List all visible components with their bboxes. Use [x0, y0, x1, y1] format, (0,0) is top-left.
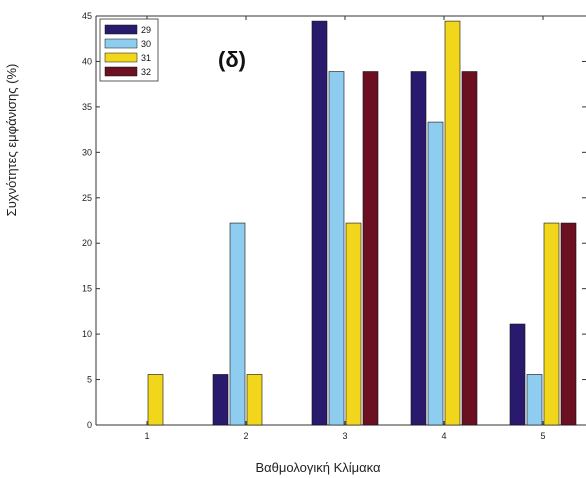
- y-tick-label: 0: [87, 420, 92, 430]
- x-tick-label: 1: [144, 431, 149, 441]
- legend-label-31: 31: [141, 53, 151, 63]
- bar-series-30-cat-5: [526, 374, 543, 426]
- bar-series-29-cat-2: [212, 374, 229, 426]
- bar-series-30-cat-2: [229, 222, 246, 426]
- y-axis-label: Συχνότητες εμφάνισης (%): [4, 64, 19, 217]
- bar-series-31-cat-4: [444, 20, 461, 426]
- bar-series-31-cat-2: [246, 374, 263, 426]
- y-tick-label: 20: [82, 238, 92, 248]
- y-tick-label: 10: [82, 329, 92, 339]
- legend-swatch-31: [104, 52, 138, 63]
- y-tick-label: 40: [82, 56, 92, 66]
- y-axis-ticks: 0 5 10 15 20 25 30 35 40 45: [82, 11, 586, 430]
- legend-label-30: 30: [141, 39, 151, 49]
- legend-swatch-32: [104, 66, 138, 77]
- legend-label-29: 29: [141, 25, 151, 35]
- x-tick-label: 5: [540, 431, 545, 441]
- y-tick-label: 35: [82, 102, 92, 112]
- x-axis-label: Βαθμολογική Κλίμακα: [255, 460, 381, 475]
- bars: [147, 20, 577, 426]
- bar-series-31-cat-1: [147, 374, 164, 426]
- bar-series-29-cat-3: [311, 20, 328, 426]
- legend-swatch-29: [104, 24, 138, 35]
- x-tick-label: 4: [441, 431, 446, 441]
- x-tick-label: 2: [243, 431, 248, 441]
- bar-series-32-cat-4: [461, 71, 478, 426]
- legend: 29 30 31 32: [99, 18, 159, 82]
- chart-annotation: (δ): [218, 47, 246, 72]
- x-tick-label: 3: [342, 431, 347, 441]
- bar-series-31-cat-5: [543, 222, 560, 426]
- bar-series-32-cat-5: [560, 222, 577, 426]
- bar-series-29-cat-5: [509, 323, 526, 426]
- y-tick-label: 25: [82, 193, 92, 203]
- bar-series-31-cat-3: [345, 222, 362, 426]
- x-axis-ticks: 1 2 3 4 5: [144, 16, 546, 441]
- bar-series-30-cat-3: [328, 71, 345, 426]
- bar-series-32-cat-3: [362, 71, 379, 426]
- y-tick-label: 15: [82, 284, 92, 294]
- legend-label-32: 32: [141, 67, 151, 77]
- legend-swatch-30: [104, 38, 138, 49]
- y-tick-label: 30: [82, 147, 92, 157]
- bar-series-29-cat-4: [410, 71, 427, 426]
- y-tick-label: 45: [82, 11, 92, 21]
- bar-series-30-cat-4: [427, 121, 444, 426]
- y-tick-label: 5: [87, 375, 92, 385]
